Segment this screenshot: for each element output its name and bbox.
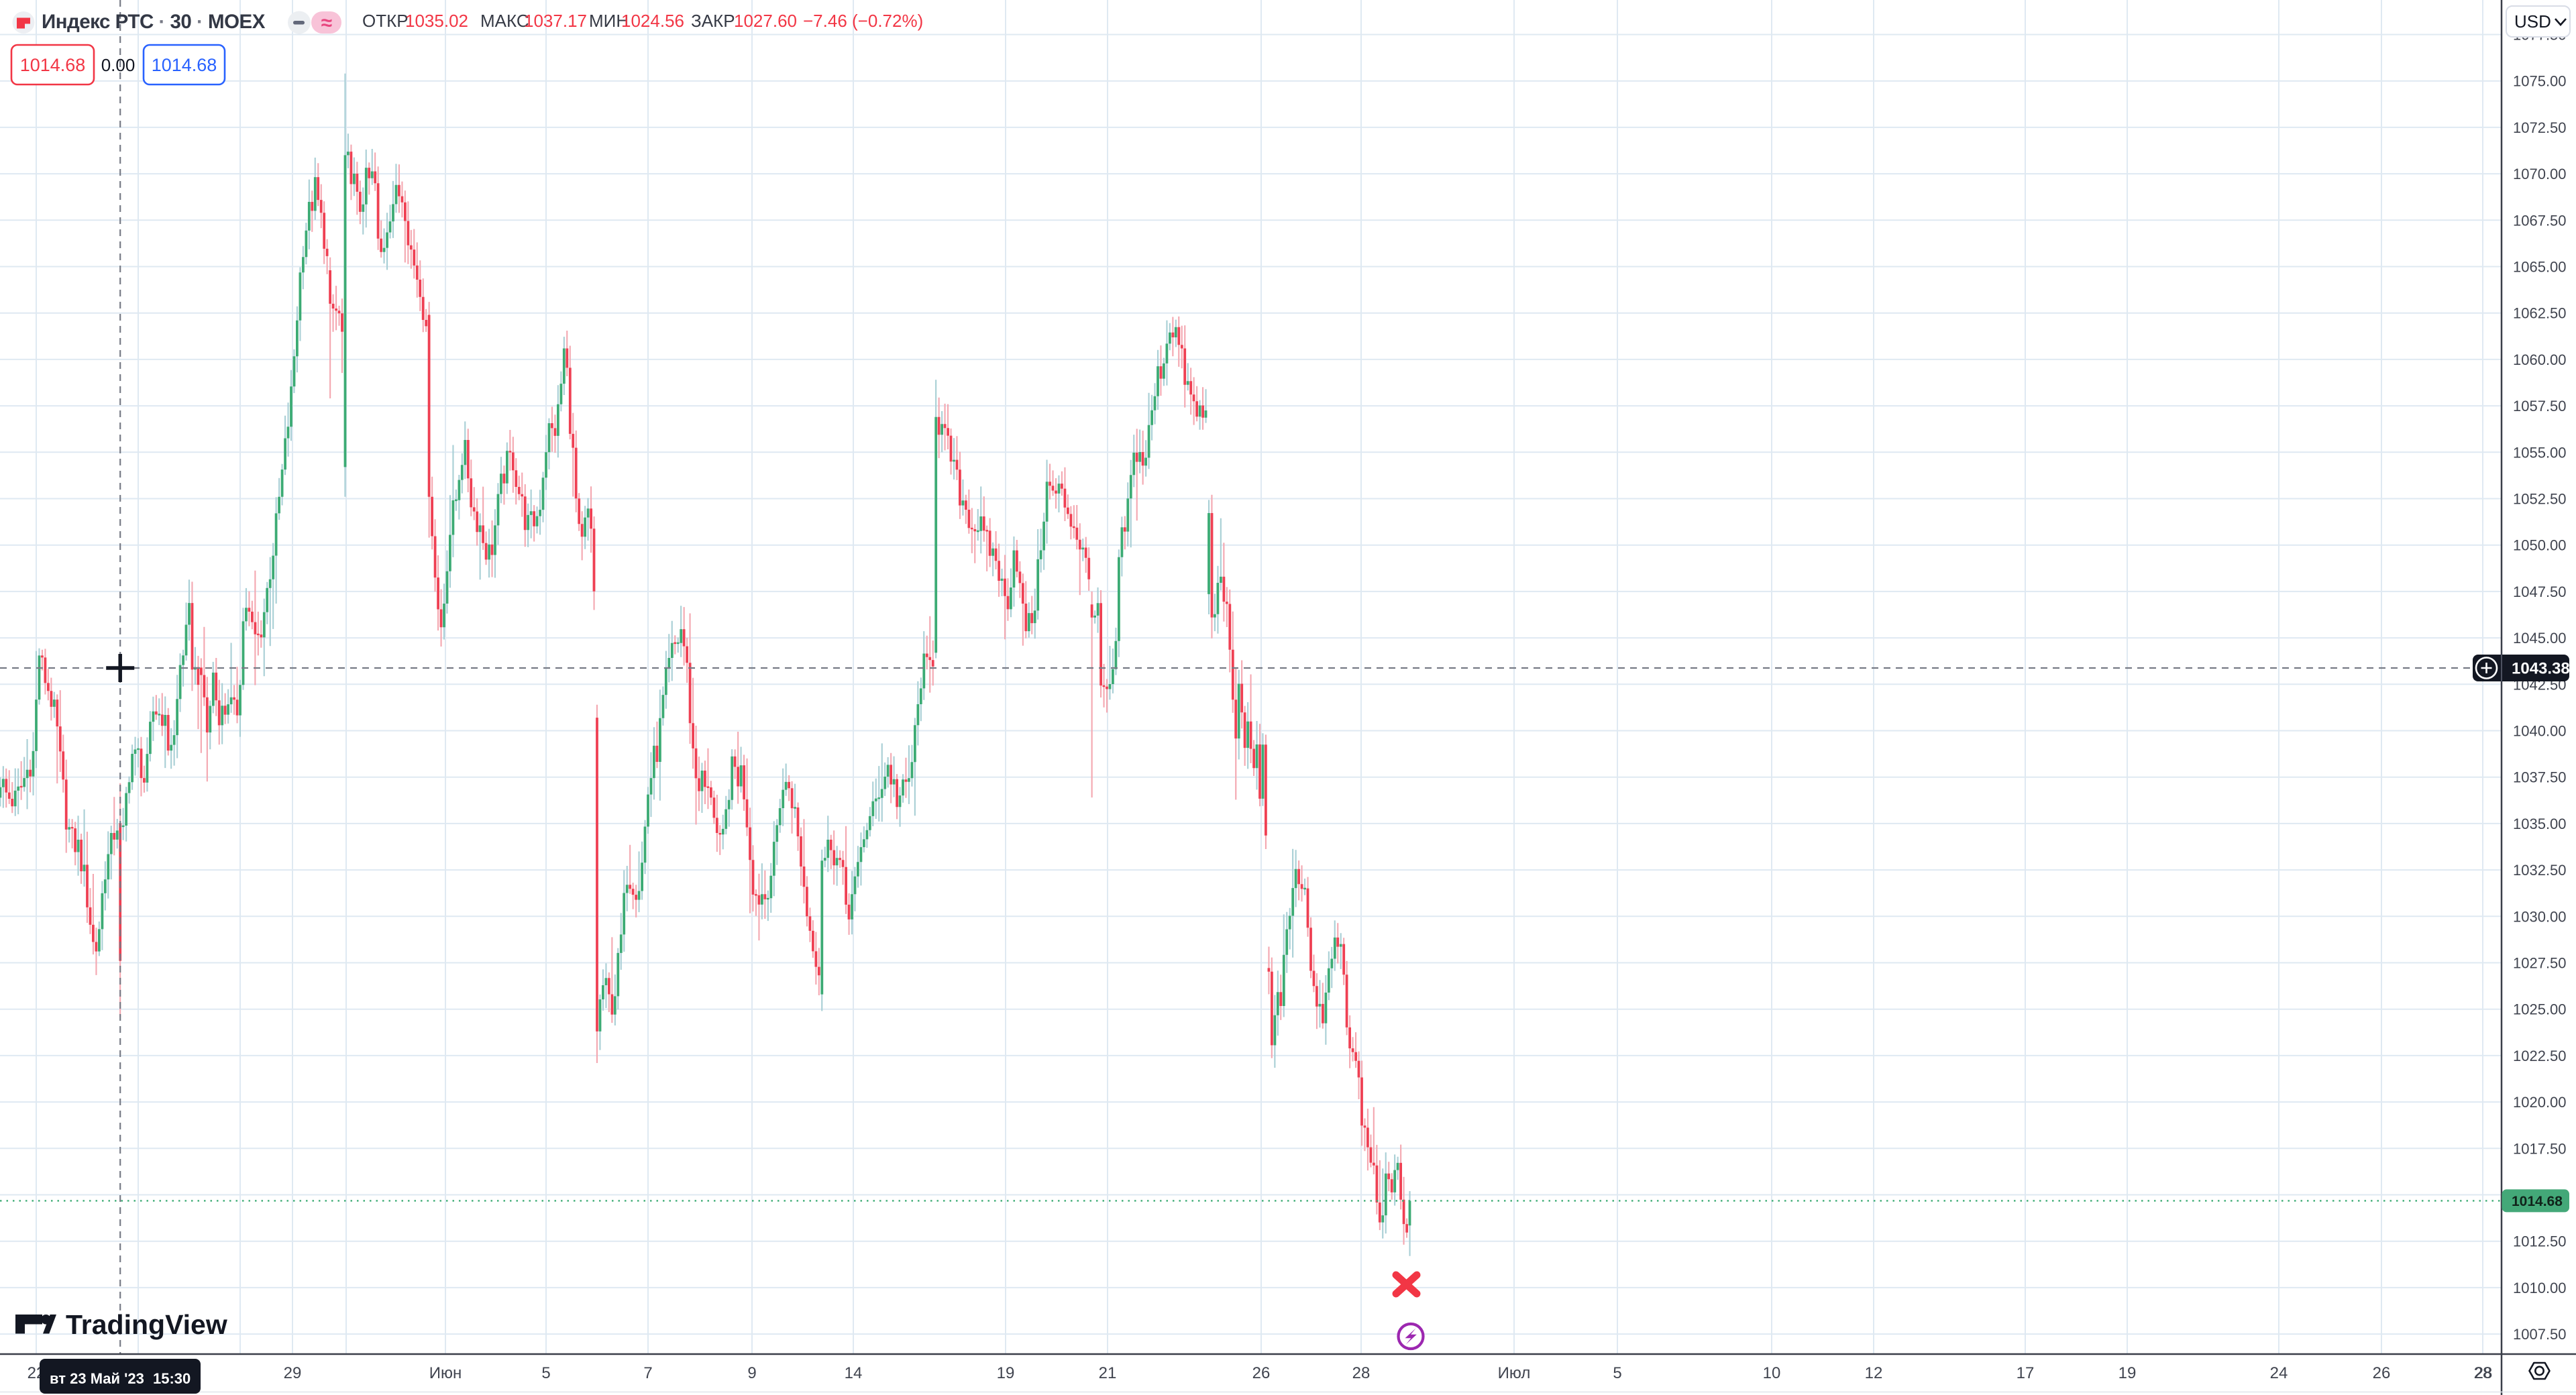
- svg-text:1055.00: 1055.00: [2513, 444, 2567, 461]
- svg-text:Июн: Июн: [429, 1364, 462, 1382]
- svg-text:1022.50: 1022.50: [2513, 1048, 2567, 1064]
- svg-text:1040.00: 1040.00: [2513, 723, 2567, 740]
- svg-text:0.00: 0.00: [101, 55, 136, 75]
- svg-text:Индекс РТС · 30 · MOEX: Индекс РТС · 30 · MOEX: [42, 11, 266, 33]
- svg-text:5: 5: [541, 1364, 550, 1382]
- svg-text:1070.00: 1070.00: [2513, 166, 2567, 182]
- svg-text:1007.50: 1007.50: [2513, 1326, 2567, 1343]
- svg-text:1075.00: 1075.00: [2513, 73, 2567, 90]
- svg-text:1014.68: 1014.68: [2512, 1194, 2563, 1209]
- svg-text:1020.00: 1020.00: [2513, 1094, 2567, 1111]
- svg-text:1012.50: 1012.50: [2513, 1233, 2567, 1250]
- svg-text:15:30: 15:30: [153, 1370, 191, 1387]
- svg-text:вт 23 Май '23: вт 23 Май '23: [50, 1370, 144, 1387]
- svg-text:1062.50: 1062.50: [2513, 305, 2567, 322]
- svg-text:26: 26: [1252, 1364, 1271, 1382]
- svg-text:21: 21: [1099, 1364, 1117, 1382]
- svg-text:1060.00: 1060.00: [2513, 351, 2567, 368]
- svg-text:1052.50: 1052.50: [2513, 491, 2567, 508]
- svg-text:26: 26: [2373, 1364, 2391, 1382]
- svg-text:1067.50: 1067.50: [2513, 212, 2567, 229]
- svg-text:−7.46 (−0.72%): −7.46 (−0.72%): [803, 11, 923, 31]
- svg-text:7: 7: [643, 1364, 652, 1382]
- svg-text:1037.50: 1037.50: [2513, 769, 2567, 786]
- svg-text:1027.50: 1027.50: [2513, 955, 2567, 972]
- svg-text:17: 17: [2017, 1364, 2035, 1382]
- svg-text:1065.00: 1065.00: [2513, 259, 2567, 276]
- svg-text:1030.00: 1030.00: [2513, 908, 2567, 925]
- svg-text:1010.00: 1010.00: [2513, 1280, 2567, 1296]
- svg-text:1025.00: 1025.00: [2513, 1001, 2567, 1018]
- svg-text:МАКС1037.17: МАКС1037.17: [480, 11, 587, 31]
- svg-text:28: 28: [2475, 1364, 2493, 1382]
- svg-text:29: 29: [284, 1364, 302, 1382]
- svg-text:28: 28: [2474, 1364, 2492, 1382]
- svg-text:14: 14: [845, 1364, 863, 1382]
- svg-text:12: 12: [1865, 1364, 1883, 1382]
- svg-text:МИН1024.56: МИН1024.56: [589, 11, 684, 31]
- svg-text:9: 9: [747, 1364, 756, 1382]
- svg-text:TradingView: TradingView: [66, 1309, 227, 1340]
- svg-text:ОТКР1035.02: ОТКР1035.02: [362, 11, 468, 31]
- svg-text:5: 5: [1613, 1364, 1621, 1382]
- svg-text:19: 19: [997, 1364, 1015, 1382]
- svg-text:1014.68: 1014.68: [152, 55, 217, 75]
- svg-text:24: 24: [2270, 1364, 2288, 1382]
- svg-text:USD: USD: [2514, 11, 2551, 32]
- svg-text:Июл: Июл: [1498, 1364, 1531, 1382]
- svg-text:1017.50: 1017.50: [2513, 1140, 2567, 1157]
- svg-text:1050.00: 1050.00: [2513, 537, 2567, 554]
- svg-text:1047.50: 1047.50: [2513, 583, 2567, 600]
- svg-text:ЗАКР1027.60: ЗАКР1027.60: [691, 11, 797, 31]
- svg-text:10: 10: [1763, 1364, 1781, 1382]
- svg-text:1032.50: 1032.50: [2513, 862, 2567, 879]
- svg-text:1014.68: 1014.68: [20, 55, 86, 75]
- svg-text:1043.38: 1043.38: [2512, 660, 2570, 678]
- svg-text:1057.50: 1057.50: [2513, 398, 2567, 414]
- svg-text:1035.00: 1035.00: [2513, 816, 2567, 832]
- svg-text:1072.50: 1072.50: [2513, 119, 2567, 136]
- svg-text:19: 19: [2118, 1364, 2137, 1382]
- svg-text:28: 28: [1352, 1364, 1371, 1382]
- svg-text:≈: ≈: [321, 12, 332, 34]
- svg-text:1045.00: 1045.00: [2513, 630, 2567, 647]
